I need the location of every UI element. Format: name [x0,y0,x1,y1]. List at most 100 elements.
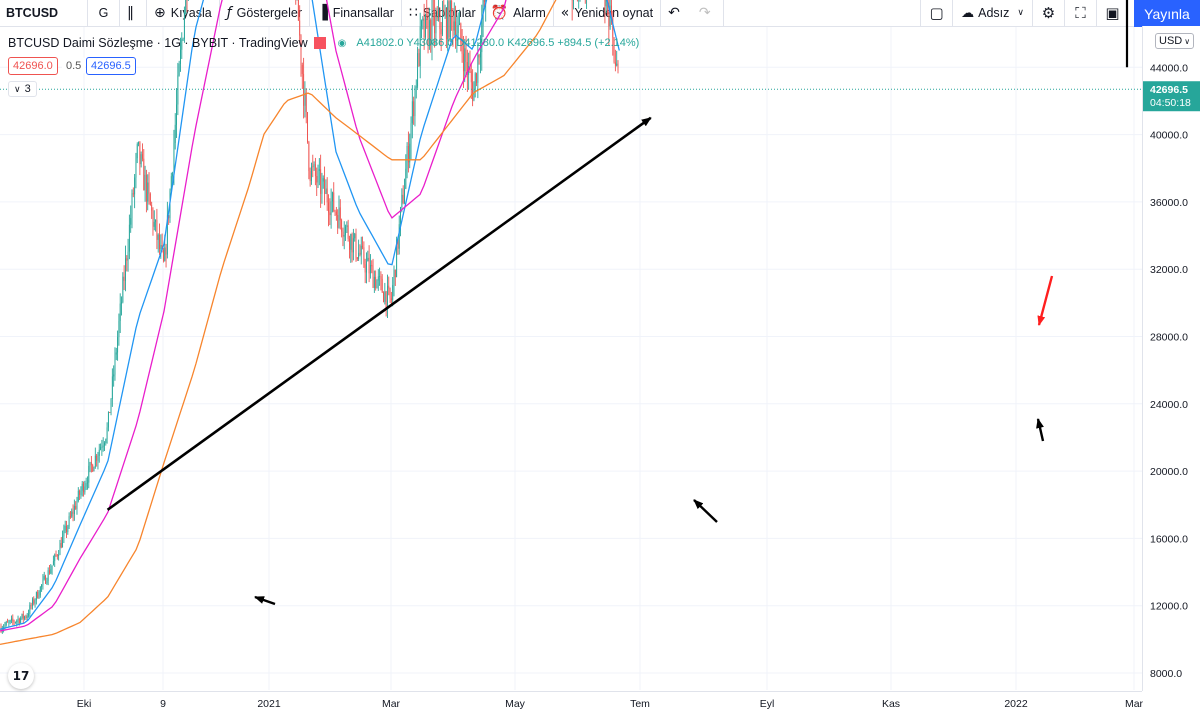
candle-body [58,555,59,556]
candle-body [325,189,326,194]
candle-body [147,182,148,201]
candle-body [458,25,459,33]
candle-body [71,512,72,517]
candle-body [124,277,125,281]
candle-body [418,53,419,66]
candle-body [453,12,454,30]
candle-body [12,619,13,622]
candle-body [7,622,8,623]
currency-selector[interactable]: USD∨ [1155,33,1194,49]
x-tick-label: 2022 [1004,698,1028,710]
candle-body [451,1,452,12]
candle-body [105,439,106,443]
candle-body [404,189,405,203]
candle-body [616,64,617,66]
candle-body [177,75,178,104]
pointer-arrow [694,500,717,522]
candle-body [94,467,95,471]
candle-body [365,264,366,272]
candle-body [31,605,32,606]
ma-mid-line [0,0,619,631]
legend-title: BTCUSD Daimi Sözleşme · 1G · BYBIT · Tra… [8,36,308,50]
candle-body [86,483,87,487]
candle-body [413,101,414,116]
candle-body [394,270,395,285]
candle-body [323,178,324,181]
candle-body [32,599,33,606]
axis-labels: 8000.012000.016000.020000.024000.028000.… [77,62,1200,710]
candle-body [445,12,446,15]
candle-body [384,291,385,302]
candle-body [25,616,26,618]
candle-body [310,171,311,181]
y-tick-label: 20000.0 [1150,466,1188,478]
x-tick-label: May [505,698,526,710]
candle-body [378,276,379,280]
candle-body [36,592,37,600]
candle-body [332,192,333,201]
candle-body [65,526,66,530]
candle-body [44,576,45,579]
candle-body [126,258,127,260]
chevron-down-icon: ∨ [14,85,21,95]
candle-body [115,355,116,375]
spread-value: 0.5 [62,57,85,74]
candle-body [134,178,135,195]
candle-body [53,561,54,565]
candle-body [57,555,58,556]
candle-body [90,462,91,466]
candle-body [87,483,88,484]
chevron-down-icon: ∨ [1184,37,1190,46]
candle-body [324,178,325,194]
y-tick-label: 8000.0 [1150,668,1182,680]
candle-body [70,516,71,517]
candle-body [79,491,80,495]
candle-body [176,105,177,125]
candle-body [312,166,313,167]
candle-body [356,234,357,258]
candle-body [298,0,299,21]
candle-body [62,536,63,547]
x-tick-label: Eyl [760,698,775,710]
candle-body [116,352,117,354]
candle-body [137,144,138,158]
candle-body [49,570,50,573]
sell-price-button[interactable]: 42696.0 [8,57,58,75]
candle-body [346,225,347,227]
buy-price-button[interactable]: 42696.5 [86,57,136,75]
candle-body [100,447,101,450]
candle-body [302,65,303,74]
candle-body [411,123,412,143]
y-tick-label: 24000.0 [1150,399,1188,411]
candle-body [390,288,391,298]
indicators-collapse-button[interactable]: ∨3 [8,81,37,97]
y-tick-label: 44000.0 [1150,62,1188,74]
candle-body [28,614,29,616]
candle-body [604,0,605,6]
tradingview-logo[interactable]: 17 [8,663,34,689]
candle-body [336,212,337,215]
candle-body [606,0,607,6]
candle-body [316,176,317,182]
candle-body [374,277,375,288]
candle-body [615,62,616,65]
candle-body [91,462,92,465]
candle-body [129,225,130,252]
candle-body [103,446,104,448]
candle-body [618,64,619,70]
candle-body [24,616,25,618]
candle-body [342,232,343,237]
candle-body [67,527,68,532]
candle-body [335,211,336,212]
candle-body [63,530,64,536]
candle-body [366,261,367,272]
candle-body [370,265,371,273]
candle-body [10,620,11,622]
candle-body [120,304,121,321]
candle-body [8,622,9,623]
candle-body [16,621,17,622]
candle-body [386,291,387,307]
candle-body [341,220,342,231]
candle-body [447,1,448,39]
